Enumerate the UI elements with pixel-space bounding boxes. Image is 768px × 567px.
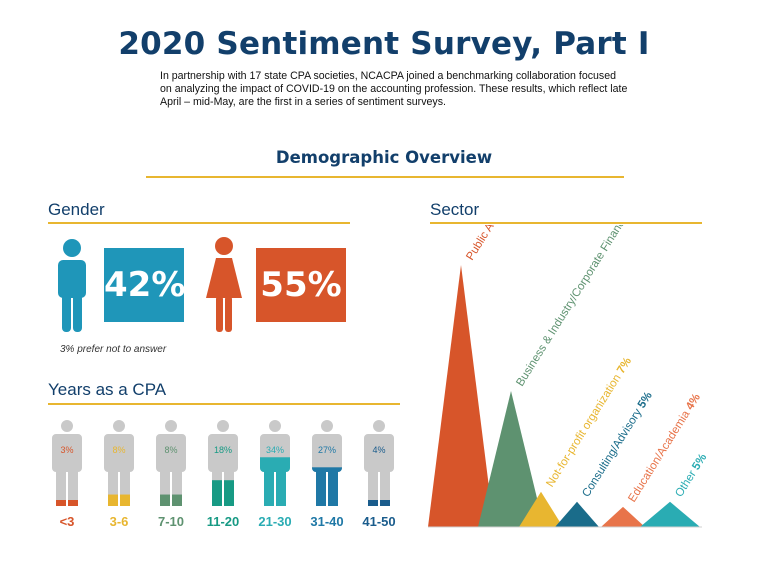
- sector-chart: Public Accounting 52%Business & Industry…: [428, 225, 709, 528]
- years-percent-label: 8%: [164, 445, 177, 455]
- sector-divider: [430, 222, 702, 224]
- years-category-label: 21-30: [258, 514, 291, 529]
- years-chart: 3% <3 8% 3-6 8% 7-10 18% 11-20 34% 21-30 27% 31-40 4…: [52, 420, 396, 529]
- sector-peak-2: [478, 390, 544, 527]
- sector-peak-4: [555, 501, 599, 527]
- gender-section-title: Gender: [48, 200, 105, 219]
- years-fill-4: [208, 480, 238, 506]
- years-fill-3: [156, 494, 186, 506]
- years-fill-2: [104, 494, 134, 506]
- sector-label-3: Not-for-profit organization 7%: [544, 356, 634, 490]
- years-percent-label: 18%: [214, 445, 232, 455]
- female-icon: [206, 237, 242, 332]
- sector-peak-3: [519, 491, 563, 527]
- page-title: 2020 Sentiment Survey, Part I: [118, 26, 650, 62]
- sector-label-6: Other 5%: [673, 452, 709, 500]
- years-person-7: 4% 41-50: [362, 420, 396, 529]
- sector-label-1: Public Accounting 52%: [464, 225, 536, 263]
- years-person-4: 18% 11-20: [207, 420, 240, 529]
- male-icon: [58, 239, 86, 332]
- years-category-label: 41-50: [362, 514, 395, 529]
- years-percent-label: 27%: [318, 445, 336, 455]
- years-category-label: <3: [60, 514, 75, 529]
- years-percent-label: 8%: [112, 445, 125, 455]
- sector-peak-6: [640, 501, 700, 527]
- years-fill-1: [52, 500, 82, 506]
- years-person-1: 3% <3: [52, 420, 82, 529]
- gender-divider: [48, 222, 350, 224]
- sector-section-title: Sector: [430, 200, 480, 219]
- intro-text: In partnership with 17 state CPA societi…: [160, 70, 628, 108]
- years-person-5: 34% 21-30: [258, 420, 292, 529]
- years-percent-label: 3%: [60, 445, 73, 455]
- years-person-6: 27% 31-40: [310, 420, 344, 529]
- gender-note: 3% prefer not to answer: [60, 344, 167, 355]
- years-divider: [48, 403, 400, 405]
- gender-female-percent: 55%: [256, 248, 346, 322]
- years-percent-label: 4%: [372, 445, 385, 455]
- years-category-label: 11-20: [207, 514, 240, 529]
- gender-male-percent: 42%: [104, 248, 185, 322]
- years-category-label: 3-6: [110, 514, 129, 529]
- section-title-demographic: Demographic Overview: [275, 148, 493, 167]
- sector-peak-1: [428, 265, 494, 527]
- years-fill-7: [364, 500, 394, 506]
- years-fill-6: [312, 467, 342, 506]
- years-category-label: 31-40: [310, 514, 343, 529]
- demographic-divider: [146, 176, 624, 178]
- years-percent-label: 34%: [266, 445, 284, 455]
- years-person-3: 8% 7-10: [156, 420, 186, 529]
- sector-peak-5: [601, 506, 645, 527]
- years-fill-5: [260, 457, 290, 506]
- years-section-title: Years as a CPA: [48, 380, 167, 399]
- years-person-2: 8% 3-6: [104, 420, 134, 529]
- years-category-label: 7-10: [158, 514, 184, 529]
